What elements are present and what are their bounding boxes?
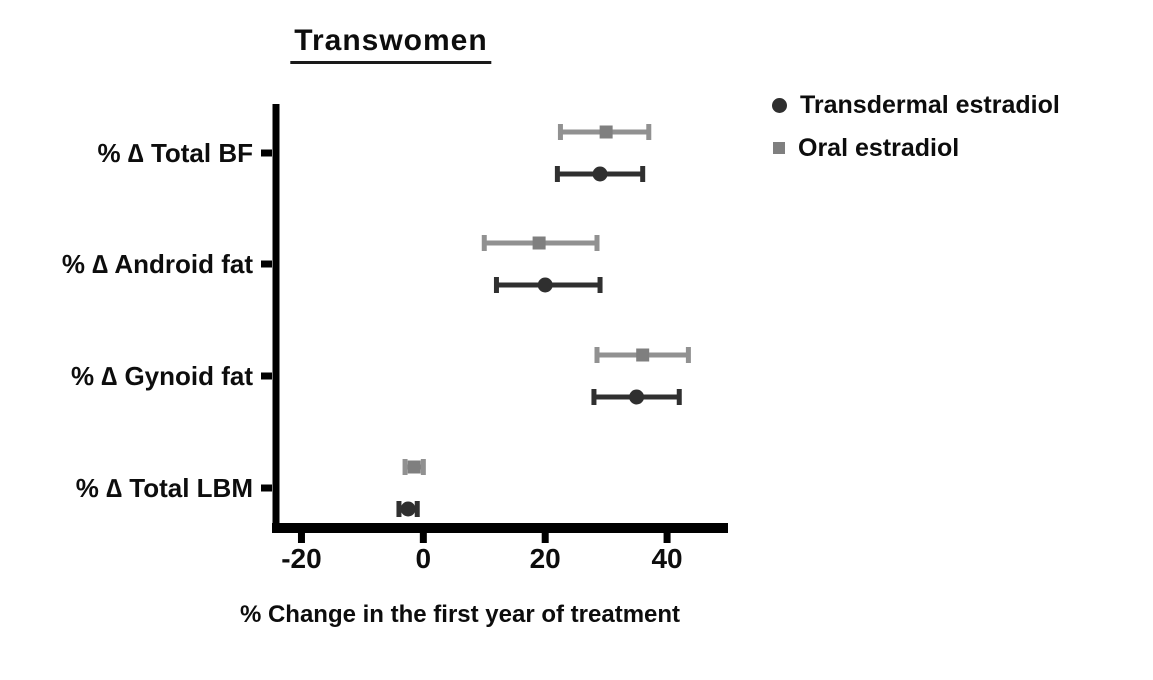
data-point-marker [532,236,546,250]
data-point-marker [599,125,613,139]
x-axis-title: % Change in the first year of treatment [239,601,681,628]
x-tick-label: 0 [416,543,432,574]
data-point-marker [407,460,421,474]
data-point-marker [629,389,645,405]
category-label: % ∆ Total LBM [76,473,253,503]
legend: Transdermal estradiol Oral estradiol [772,90,1060,162]
x-tick-label: 40 [651,543,682,574]
category-label: % ∆ Android fat [62,249,253,279]
legend-item-oral: Oral estradiol [772,133,1060,162]
legend-item-transdermal: Transdermal estradiol [772,90,1060,119]
legend-label: Transdermal estradiol [800,90,1060,119]
square-marker-icon [773,142,785,154]
circle-marker-icon [772,97,787,113]
data-point-marker [636,348,650,362]
legend-label: Oral estradiol [798,133,960,162]
data-point-marker [592,166,608,182]
chart-title: Transwomen [290,24,492,64]
x-tick-label: -20 [281,543,321,574]
data-point-marker [400,501,416,517]
x-tick-label: 20 [530,543,561,574]
category-label: % ∆ Total BF [97,138,253,168]
data-point-marker [537,277,553,293]
category-label: % ∆ Gynoid fat [71,361,253,391]
